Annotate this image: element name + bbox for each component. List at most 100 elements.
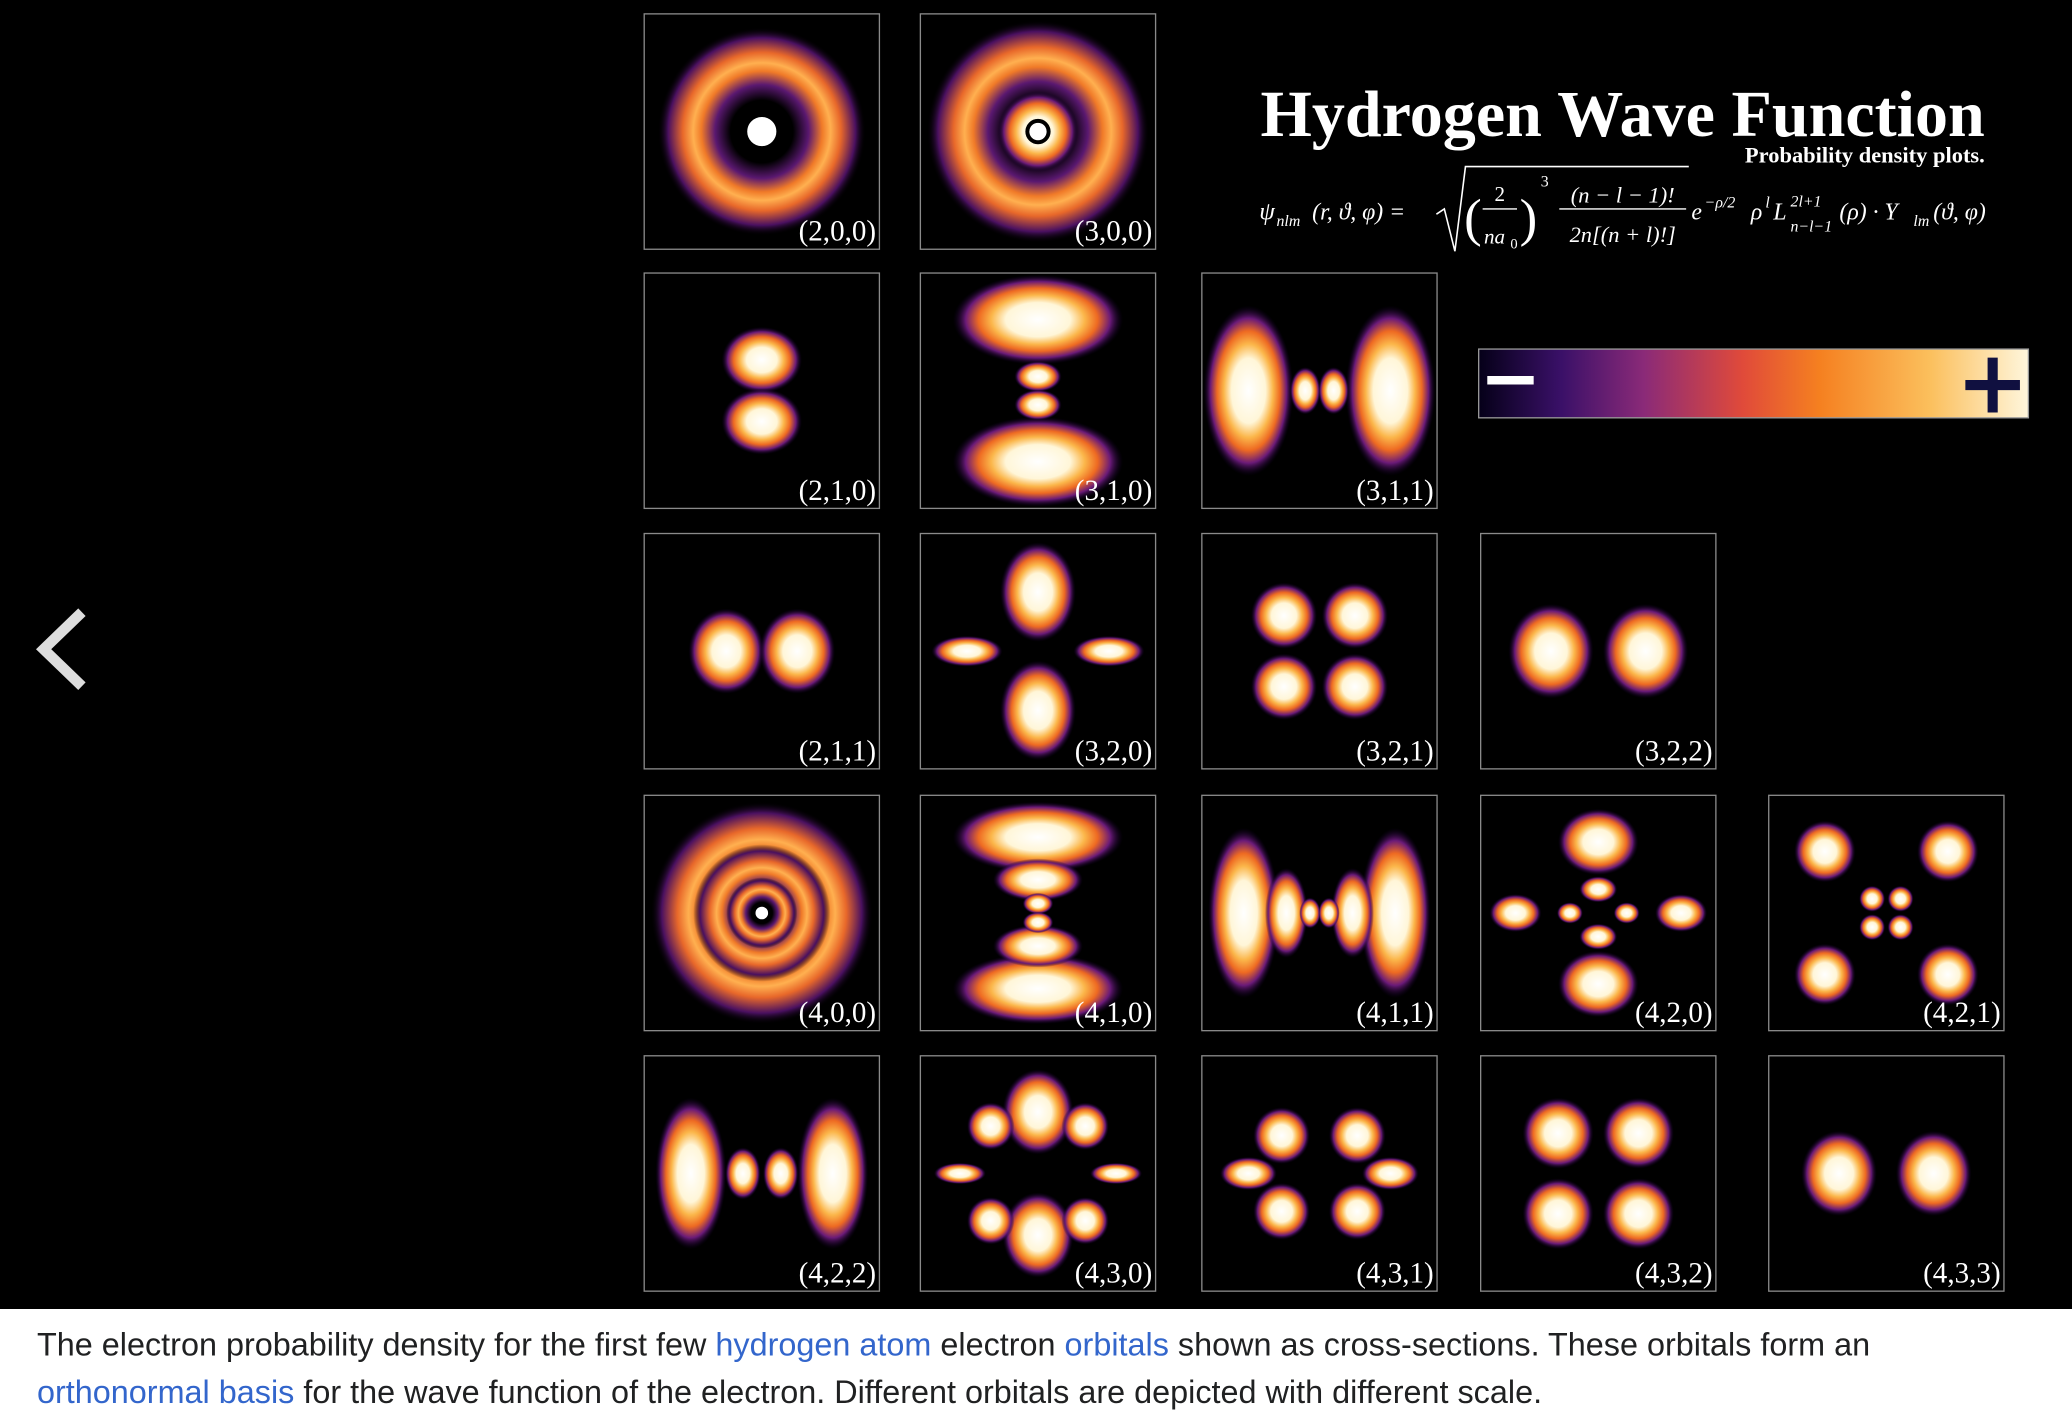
orbital-label: (4,2,1): [1923, 997, 2001, 1029]
orbital-label: (4,3,3): [1923, 1258, 2001, 1290]
formula-part: (: [1464, 189, 1482, 247]
density-lobe: [1022, 911, 1054, 934]
formula-part: 2: [1495, 182, 1506, 206]
caption-link[interactable]: hydrogen atom: [715, 1327, 932, 1364]
orbital-plot: [643, 272, 881, 510]
density-lobe: [1250, 653, 1318, 720]
orbital-label: (3,1,1): [1356, 475, 1434, 507]
plot-frame: [919, 532, 1157, 770]
density-lobe: [1061, 1197, 1109, 1245]
formula-part: (n − l − 1)!: [1571, 182, 1675, 207]
density-lobe: [721, 388, 803, 455]
density-lobe: [1794, 943, 1856, 1006]
plot-frame: [1768, 794, 2005, 1032]
orbital-plot: [919, 13, 1157, 250]
formula-part: (ϑ, φ): [1933, 199, 1986, 225]
density-lobe: [1328, 1107, 1386, 1165]
orbital-label: (4,1,0): [1075, 997, 1153, 1029]
formula-part: nlm: [1277, 213, 1301, 230]
density-lobe: [1359, 827, 1431, 999]
plot-frame: [643, 272, 881, 510]
orbital-label: (4,0,0): [799, 997, 877, 1029]
density-lobe: [1000, 660, 1076, 761]
orbital-label: (4,3,0): [1075, 1258, 1153, 1290]
orbital-plot: [1768, 794, 2005, 1032]
density-lobe: [1253, 1107, 1310, 1165]
plus-sign: +: [1956, 332, 2029, 434]
orbital-plot: [1768, 1055, 2005, 1292]
density-lobe: [759, 608, 836, 694]
formula-part: (ρ) · Y: [1839, 199, 1900, 225]
density-lobe: [1321, 653, 1389, 720]
density-lobe: [993, 924, 1083, 968]
formula-part: lm: [1913, 213, 1929, 230]
density-lobe: [1265, 868, 1308, 958]
plot-frame: [1201, 794, 1438, 1032]
density-lobe: [993, 858, 1083, 902]
density-lobe: [1859, 885, 1886, 912]
formula-part: n−l−1: [1791, 218, 1833, 235]
formula-part: 2n[(n + l)!]: [1570, 222, 1676, 247]
density-lobe: [967, 1102, 1015, 1150]
orbital-plot: [1201, 532, 1438, 770]
orbital-label: (3,2,2): [1635, 735, 1713, 767]
plot-frame: [919, 794, 1157, 1032]
caption-link[interactable]: orbitals: [1064, 1327, 1169, 1364]
density-lobe: [1014, 361, 1062, 392]
image-view: Hydrogen Wave Function Probability densi…: [35, 13, 2029, 1292]
density-lobe: [1859, 914, 1886, 941]
density-lobe: [1022, 892, 1054, 915]
plot-frame: [1201, 532, 1438, 770]
sqrt-sign: [1435, 165, 1689, 252]
density-lobe: [1917, 943, 1979, 1006]
density-lobe: [1289, 367, 1321, 415]
density-lobe: [967, 1197, 1015, 1245]
density-lobe: [1331, 868, 1374, 958]
density-lobe: [1887, 914, 1914, 941]
caption-link[interactable]: orthonormal basis: [37, 1375, 295, 1411]
orbital-plot: [1201, 272, 1438, 510]
formula-part: ρ: [1750, 199, 1762, 225]
formula-part: l: [1765, 195, 1770, 212]
orbital-plot: [643, 532, 881, 770]
plot-frame: [919, 13, 1157, 250]
density-lobe: [1000, 542, 1076, 642]
formula-part: e: [1691, 199, 1702, 225]
orbital-plot: [1480, 1055, 1717, 1292]
density-lobe: [931, 635, 1003, 667]
density-lobe: [1801, 1130, 1877, 1217]
orbital-plot: [919, 1055, 1157, 1292]
orbital-label: (2,0,0): [799, 216, 877, 248]
formula-part: ): [1520, 189, 1538, 247]
plot-frame: [1480, 1055, 1717, 1292]
density-lobe: [952, 801, 1124, 873]
orbital-label: (4,3,1): [1356, 1258, 1434, 1290]
orbital-plot: [919, 794, 1157, 1032]
density-lobe: [1556, 902, 1583, 924]
density-lobe: [1014, 389, 1062, 421]
density-core: [743, 113, 781, 151]
caption-text: for the wave function of the electron. D…: [294, 1375, 1543, 1411]
density-lobe: [1579, 923, 1618, 950]
density-lobe: [1328, 1182, 1386, 1240]
plot-frame: [1201, 1055, 1438, 1292]
formula-part: (r, ϑ, φ) =: [1312, 199, 1405, 225]
density-lobe: [1917, 820, 1979, 883]
formula: ψ nlm (r, ϑ, φ) = (2 na 0)3 (n − l − 1)! 2n[(n …: [1259, 165, 1986, 253]
previous-button[interactable]: [35, 608, 86, 691]
density-lobe: [797, 1097, 869, 1250]
density-lobe: [952, 953, 1124, 1025]
formula-part: 2l+1: [1791, 193, 1822, 210]
density-lobe: [1794, 820, 1856, 883]
density-lobe: [1613, 902, 1640, 924]
plot-frame: [1480, 532, 1717, 770]
density-lobe: [762, 1147, 799, 1200]
orbital-plot: [919, 532, 1157, 770]
orbital-plot: [643, 794, 881, 1032]
density-lobe: [933, 1162, 986, 1185]
orbital-plot: [919, 272, 1157, 510]
density-lobe: [1887, 885, 1914, 912]
formula-part: ψ: [1259, 198, 1275, 225]
orbital-label: (2,1,0): [799, 475, 877, 507]
density-lobe: [1250, 582, 1318, 649]
